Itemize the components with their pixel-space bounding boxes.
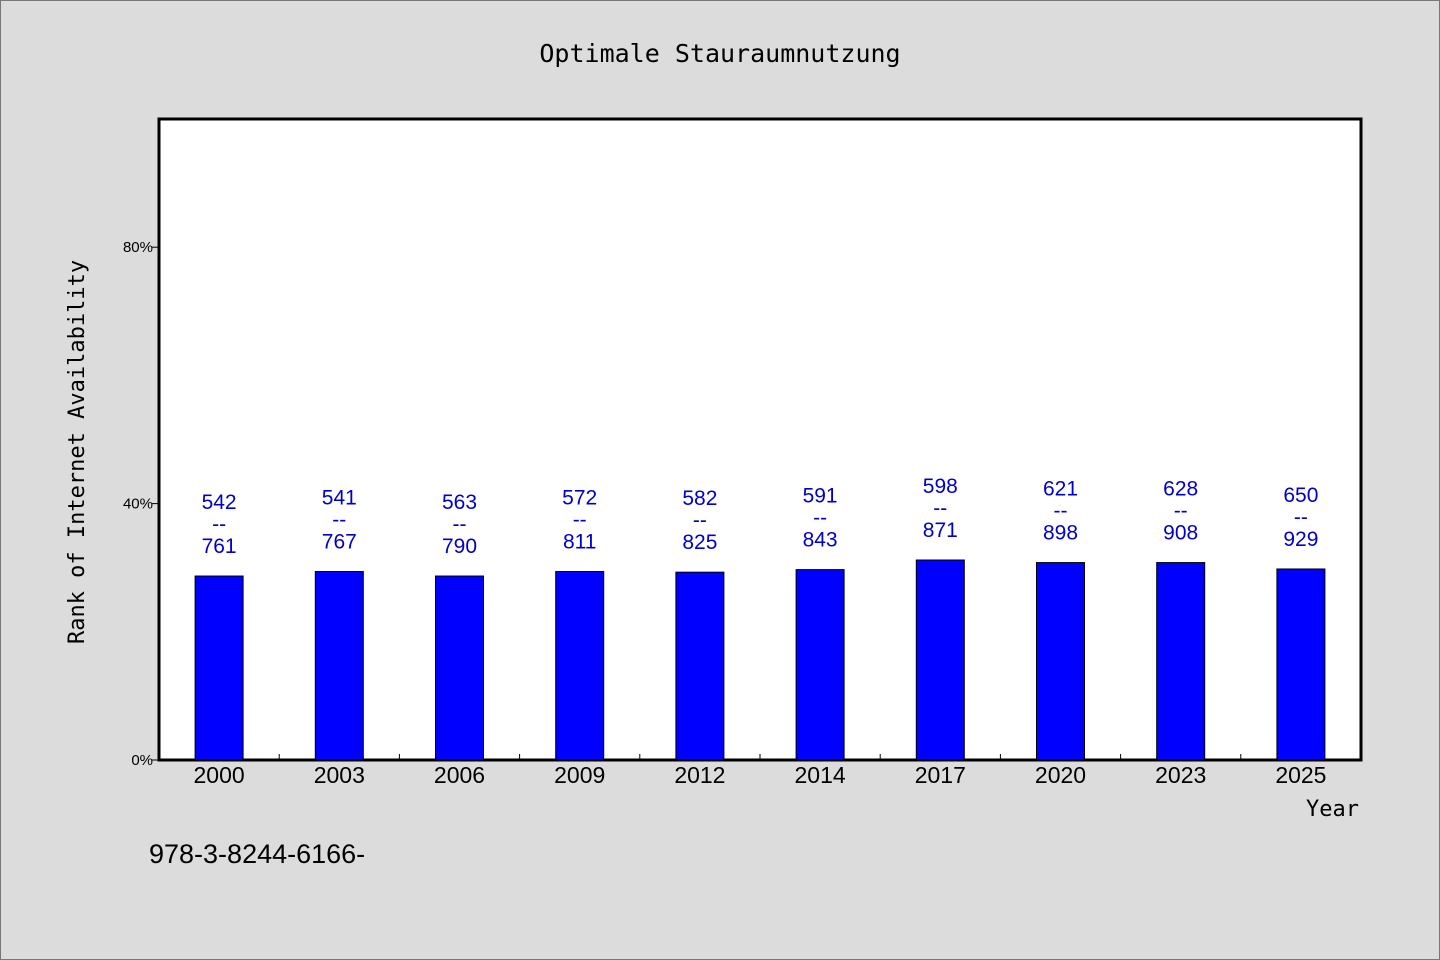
bar [795,569,845,761]
x-tick-label: 2025 [1275,762,1326,788]
bar-data-label: -- [933,497,947,520]
bar-data-label: 761 [202,535,237,558]
bar-data-label: -- [332,509,346,532]
bar [915,559,965,761]
bar-data-label: 572 [562,487,597,510]
bar-data-label: 898 [1043,522,1078,545]
y-tick-label: 40% [123,496,153,513]
bar [1156,562,1206,761]
x-tick-label: 2023 [1155,762,1206,788]
bar [675,571,725,761]
bar [1036,562,1085,761]
bar-data-label: 563 [442,491,477,514]
bar-data-label: 790 [442,535,477,558]
x-tick-label: 2006 [434,762,485,788]
bar-data-label: -- [1174,500,1188,523]
bar-data-label: 598 [923,475,958,498]
bar-data-label: 767 [322,531,357,554]
bar [314,571,364,761]
bar-data-label: 628 [1163,478,1198,501]
bar-data-label: -- [573,509,587,532]
y-tick-label: 80% [123,239,153,256]
x-tick-label: 2017 [915,762,966,788]
x-tick-label: 2009 [554,762,605,788]
bar-data-label: -- [813,507,827,530]
bar-data-label: -- [453,513,467,536]
bar [435,575,484,761]
bar [194,575,244,761]
bar-data-label: -- [1054,500,1068,523]
x-axis: 2000 2003 2006 2009 2012 2014 2017 2020 2023 2025 [194,754,1326,788]
bar-data-label: 811 [563,531,596,554]
bar-data-label: 650 [1283,484,1318,507]
x-tick-label: 2014 [795,762,846,788]
x-axis-label: Year [1306,797,1359,822]
x-tick-label: 2012 [674,762,725,788]
bar [555,571,605,761]
bar-data-label: 871 [923,519,958,542]
bar-data-label: 582 [682,487,717,510]
bar-data-label: -- [212,513,226,536]
bar-data-label: -- [693,509,707,532]
x-tick-label: 2000 [194,762,245,788]
y-axis-label: Rank of Internet Availability [65,260,90,644]
footnote-isbn: 978-3-8244-6166- [149,839,365,869]
y-axis: 0% 40% 80% [123,239,159,769]
bar-data-label: -- [1294,506,1308,529]
chart-title: Optimale Stauraumnutzung [539,39,900,68]
bar [1276,568,1326,761]
data-labels: 542--761541--767563--790572--811582--825… [202,475,1319,558]
bar-data-label: 843 [803,529,838,552]
bar-data-label: 825 [682,531,717,554]
x-tick-label: 2020 [1035,762,1086,788]
x-tick-label: 2003 [314,762,365,788]
y-tick-label: 0% [131,752,153,769]
bar-data-label: 621 [1043,478,1078,501]
bar-data-label: 908 [1163,522,1198,545]
bar-data-label: 591 [803,485,838,508]
bar-series [194,559,1326,761]
bar-data-label: 541 [322,487,357,510]
bar-data-label: 542 [202,491,237,514]
bar-data-label: 929 [1283,528,1318,551]
